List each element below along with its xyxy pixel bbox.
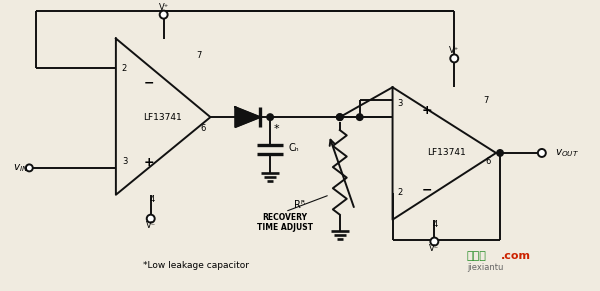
Text: 3: 3 xyxy=(122,157,127,166)
Text: +: + xyxy=(143,157,154,169)
Text: −: − xyxy=(143,77,154,90)
Text: TIME ADJUST: TIME ADJUST xyxy=(257,223,313,232)
Text: V⁺: V⁺ xyxy=(158,3,169,12)
Circle shape xyxy=(497,150,503,156)
Polygon shape xyxy=(235,107,260,127)
Circle shape xyxy=(430,237,439,246)
Circle shape xyxy=(450,54,458,62)
Circle shape xyxy=(26,164,33,171)
Text: 6: 6 xyxy=(486,157,491,166)
Text: 2: 2 xyxy=(398,188,403,197)
Circle shape xyxy=(147,215,155,223)
Text: 4: 4 xyxy=(433,220,438,229)
Text: V⁻: V⁻ xyxy=(429,244,439,253)
Text: RECOVERY: RECOVERY xyxy=(263,213,308,222)
Text: $v_{OUT}$: $v_{OUT}$ xyxy=(555,147,579,159)
Text: *Low leakage capacitor: *Low leakage capacitor xyxy=(143,261,249,270)
Circle shape xyxy=(160,11,167,19)
Text: LF13741: LF13741 xyxy=(143,113,182,122)
Text: Rᴿ: Rᴿ xyxy=(295,200,305,210)
Text: 3: 3 xyxy=(398,99,403,108)
Text: 2: 2 xyxy=(122,64,127,73)
Text: 7: 7 xyxy=(196,51,201,60)
Text: LF13741: LF13741 xyxy=(427,148,466,157)
Circle shape xyxy=(337,114,343,120)
Text: 7: 7 xyxy=(484,96,489,105)
Text: −: − xyxy=(422,183,433,196)
Text: jiexiantu: jiexiantu xyxy=(467,263,503,272)
Text: $v_{IN}$: $v_{IN}$ xyxy=(13,162,29,174)
Circle shape xyxy=(267,114,273,120)
Text: Cₕ: Cₕ xyxy=(288,143,299,153)
Text: V⁺: V⁺ xyxy=(449,46,460,55)
Text: 6: 6 xyxy=(200,124,205,133)
Text: *: * xyxy=(274,124,280,134)
Text: 接线图: 接线图 xyxy=(466,251,486,262)
Circle shape xyxy=(538,149,546,157)
Circle shape xyxy=(357,114,362,120)
Text: V⁻: V⁻ xyxy=(146,221,156,230)
Text: 4: 4 xyxy=(150,195,155,204)
Circle shape xyxy=(337,114,343,120)
Text: +: + xyxy=(422,104,433,117)
Text: .com: .com xyxy=(501,251,531,262)
